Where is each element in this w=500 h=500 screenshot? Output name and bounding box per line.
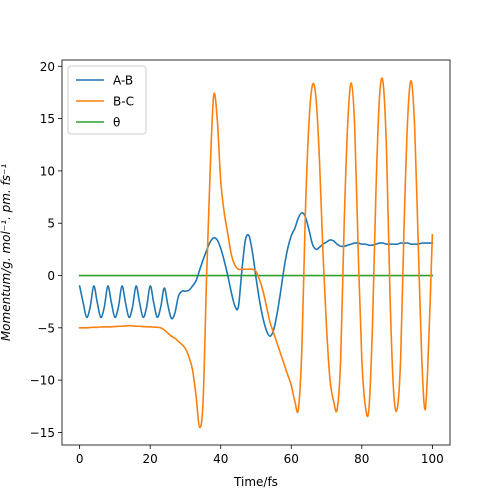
x-tick-label: 20: [143, 452, 158, 466]
legend-label: B-C: [113, 95, 134, 109]
y-tick-label: 20: [40, 60, 55, 74]
y-tick-label: 15: [40, 112, 55, 126]
y-tick-label: −5: [37, 321, 55, 335]
y-axis-label: Momentum/g. mol⁻¹. pm. fs⁻¹: [0, 164, 13, 342]
y-tick-label: 10: [40, 164, 55, 178]
y-tick-label: −15: [30, 426, 55, 440]
series-line-1: [78, 77, 434, 429]
y-tick-label: 5: [47, 217, 55, 231]
y-tick-label: 0: [47, 269, 55, 283]
plot-area-frame: [61, 59, 451, 446]
legend-box: [67, 65, 147, 135]
x-axis-label: Time/fs: [233, 475, 278, 489]
x-axis-ticks: 0 20 40 60 80 100: [76, 445, 444, 466]
legend-label: A-B: [113, 74, 133, 88]
plot-lines: [78, 77, 434, 429]
y-tick-label: −10: [30, 374, 55, 388]
x-tick-label: 40: [213, 452, 228, 466]
x-tick-label: 60: [284, 452, 299, 466]
legend-label: θ: [113, 116, 120, 130]
x-tick-label: 80: [354, 452, 369, 466]
y-axis-ticks: −15 −10 −5 0 5 10 15 20: [30, 60, 62, 440]
x-tick-label: 100: [421, 452, 444, 466]
series-line-0: [78, 211, 434, 337]
legend: A-B B-C θ: [67, 65, 147, 135]
x-tick-label: 0: [76, 452, 84, 466]
